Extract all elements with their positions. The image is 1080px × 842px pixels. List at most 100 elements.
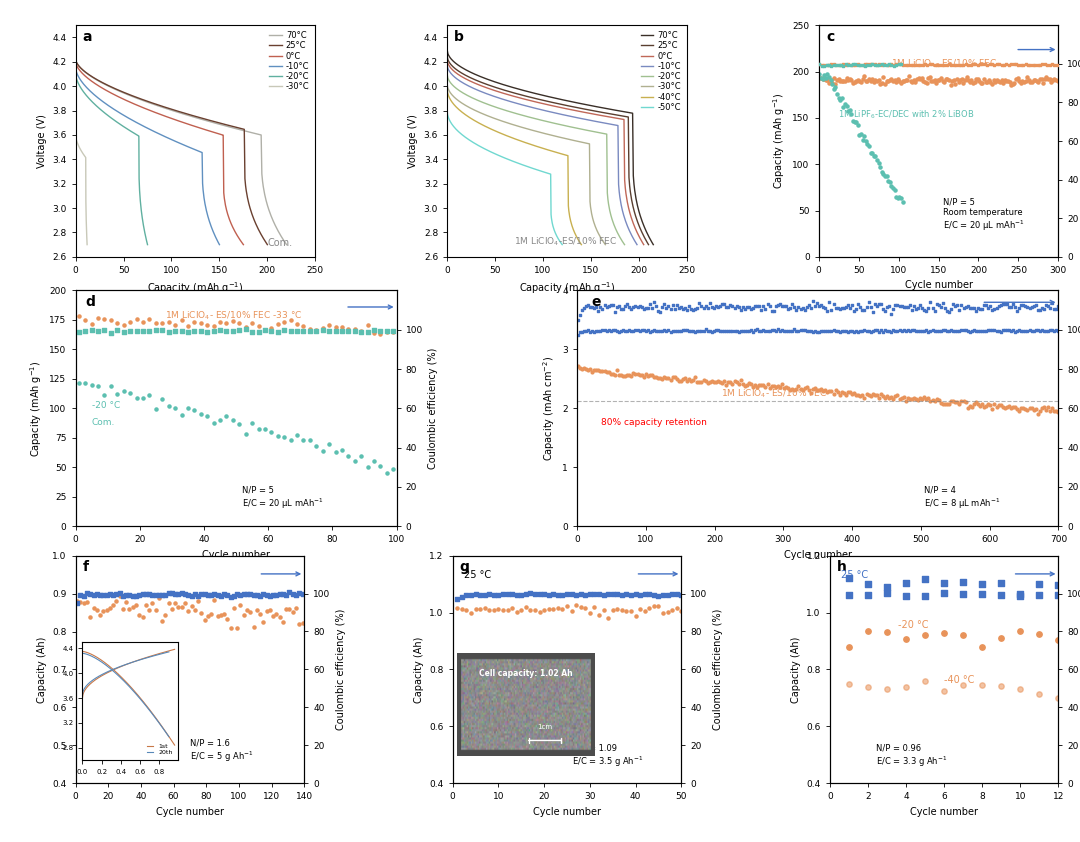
Point	[644, 368, 661, 381]
Point	[637, 301, 654, 314]
Point	[975, 324, 993, 338]
Point	[970, 325, 987, 338]
Point	[734, 301, 752, 314]
Point	[794, 323, 811, 337]
Point	[931, 58, 948, 72]
X-axis label: Cycle number: Cycle number	[534, 807, 600, 817]
Point	[596, 299, 613, 312]
Point	[618, 587, 635, 600]
Point	[295, 320, 312, 333]
Point	[108, 594, 125, 608]
Point	[946, 299, 963, 312]
Point	[855, 322, 873, 336]
Point	[767, 380, 784, 393]
Point	[558, 600, 576, 613]
Point	[606, 305, 623, 318]
Point	[893, 391, 910, 404]
Point	[116, 318, 133, 332]
Point	[1041, 72, 1058, 86]
Point	[825, 323, 842, 337]
Point	[982, 299, 999, 312]
Point	[1045, 72, 1063, 86]
Point	[550, 588, 567, 601]
Point	[186, 603, 203, 616]
Point	[1022, 76, 1039, 89]
Point	[650, 589, 667, 602]
Point	[1027, 58, 1044, 72]
Point	[102, 601, 119, 615]
Point	[219, 613, 237, 626]
Point	[122, 325, 139, 338]
Point	[816, 301, 834, 315]
Point	[676, 323, 693, 337]
Point	[872, 77, 889, 90]
Point	[1036, 72, 1053, 86]
Point	[955, 323, 972, 337]
Point	[229, 621, 246, 635]
Point	[864, 57, 881, 71]
Point	[842, 58, 860, 72]
Point	[955, 678, 972, 691]
Point	[567, 599, 584, 612]
Point	[905, 73, 922, 87]
Point	[872, 160, 889, 173]
Point	[651, 371, 669, 385]
Point	[982, 398, 999, 412]
Point	[834, 92, 851, 105]
Point	[76, 597, 93, 610]
Point	[739, 325, 756, 338]
Point	[948, 298, 966, 312]
Point	[926, 394, 943, 408]
Point	[282, 313, 299, 327]
Text: 1M LiPF$_6$-EC/DEC with 2% LiBOB: 1M LiPF$_6$-EC/DEC with 2% LiBOB	[838, 109, 974, 121]
Point	[922, 296, 940, 309]
Point	[646, 296, 663, 309]
Point	[472, 588, 489, 601]
Point	[288, 429, 306, 442]
Point	[147, 604, 164, 617]
Point	[792, 302, 809, 316]
Point	[993, 576, 1010, 589]
Point	[902, 75, 919, 88]
Point	[953, 58, 970, 72]
Point	[170, 587, 187, 600]
Point	[832, 325, 849, 338]
Point	[878, 300, 895, 313]
Point	[594, 302, 611, 316]
Point	[838, 72, 855, 85]
Point	[384, 324, 402, 338]
Point	[664, 299, 681, 312]
Point	[973, 397, 990, 410]
Point	[829, 385, 847, 398]
Point	[583, 324, 600, 338]
Point	[888, 57, 905, 71]
Point	[957, 57, 974, 71]
Point	[656, 370, 673, 383]
Point	[873, 323, 890, 337]
Point	[697, 300, 714, 313]
Point	[1011, 301, 1028, 315]
Point	[1029, 323, 1047, 337]
Point	[1028, 74, 1045, 88]
Point	[978, 58, 996, 72]
Point	[792, 323, 809, 337]
Point	[739, 301, 756, 314]
Point	[879, 174, 896, 188]
Point	[98, 604, 116, 617]
Point	[848, 389, 865, 402]
Point	[1009, 71, 1026, 84]
Point	[866, 323, 883, 337]
Point	[900, 323, 917, 337]
Point	[669, 325, 686, 338]
Point	[662, 301, 679, 315]
Point	[653, 372, 671, 386]
Y-axis label: Coulombic efficiency (%): Coulombic efficiency (%)	[429, 348, 438, 469]
Point	[710, 375, 727, 388]
Point	[866, 57, 883, 71]
Point	[885, 392, 902, 405]
Point	[544, 588, 562, 601]
Point	[262, 324, 280, 338]
Point	[912, 299, 929, 312]
Point	[1042, 76, 1059, 89]
Point	[824, 77, 841, 90]
